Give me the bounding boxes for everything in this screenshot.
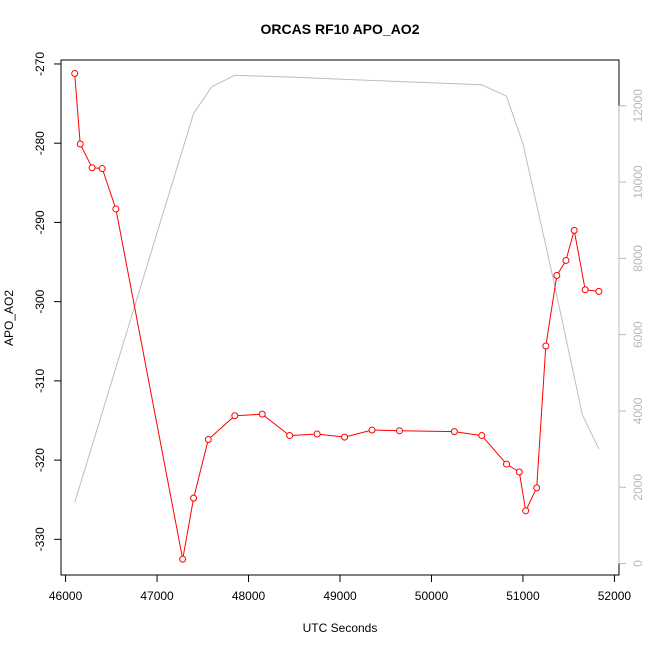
apo-point [76, 140, 84, 148]
y-tick-label: -270 [33, 52, 47, 76]
apo-point [179, 555, 187, 563]
apo-point [595, 287, 603, 295]
apo-point [515, 468, 523, 476]
apo-point [450, 428, 458, 436]
apo-point [98, 165, 106, 173]
apo-point [71, 69, 79, 77]
apo-point [562, 256, 570, 264]
apo-point [581, 286, 589, 294]
y-axis-left: -330 -320 -310 -300 -290 -280 -270 [33, 52, 62, 551]
series-layer [71, 69, 603, 563]
apo-point [190, 494, 198, 502]
apo-line [74, 73, 599, 560]
apo-point [112, 205, 120, 213]
y-tick-label: -320 [33, 448, 47, 472]
y2-tick-label: 6000 [631, 321, 645, 348]
chart-title: ORCAS RF10 APO_AO2 [261, 21, 420, 37]
apo-point [553, 272, 561, 280]
x-tick-label: 52000 [598, 589, 632, 603]
apo-point [533, 484, 541, 492]
apo-point [478, 432, 486, 440]
apo-point [570, 226, 578, 234]
x-axis: 46000 47000 48000 49000 50000 51000 52000 [49, 574, 632, 603]
apo-point [313, 430, 321, 438]
x-tick-label: 49000 [323, 589, 357, 603]
x-tick-label: 46000 [49, 589, 83, 603]
x-tick-label: 50000 [415, 589, 449, 603]
apo-point [368, 426, 376, 434]
altitude-line [74, 74, 600, 503]
apo-point [231, 412, 239, 420]
plot-frame [60, 59, 620, 576]
apo-point [542, 342, 550, 350]
y2-tick-label: 12000 [631, 89, 645, 123]
y2-tick-label: 8000 [631, 245, 645, 272]
x-tick-label: 48000 [232, 589, 266, 603]
y2-tick-label: 0 [631, 560, 645, 567]
apo-point [522, 507, 530, 515]
y-tick-label: -280 [33, 131, 47, 155]
apo-point [204, 436, 212, 444]
apo-point [286, 432, 294, 440]
x-axis-label: UTC Seconds [303, 621, 378, 635]
y-tick-label: -290 [33, 210, 47, 234]
x-tick-label: 51000 [506, 589, 540, 603]
y-axis-label: APO_AO2 [2, 290, 16, 346]
apo-point [258, 410, 266, 418]
y2-tick-label: 4000 [631, 397, 645, 424]
x-tick-label: 47000 [140, 589, 174, 603]
y-tick-label: -310 [33, 369, 47, 393]
apo-point [88, 164, 96, 172]
y2-tick-label: 2000 [631, 474, 645, 501]
apo-point [502, 460, 510, 468]
apo-point [341, 433, 349, 441]
apo-point [395, 427, 403, 435]
y-tick-label: -330 [33, 527, 47, 551]
y2-tick-label: 10000 [631, 165, 645, 199]
y-axis-right: 0 2000 4000 6000 8000 10000 12000 [618, 89, 645, 567]
y-tick-label: -300 [33, 289, 47, 313]
